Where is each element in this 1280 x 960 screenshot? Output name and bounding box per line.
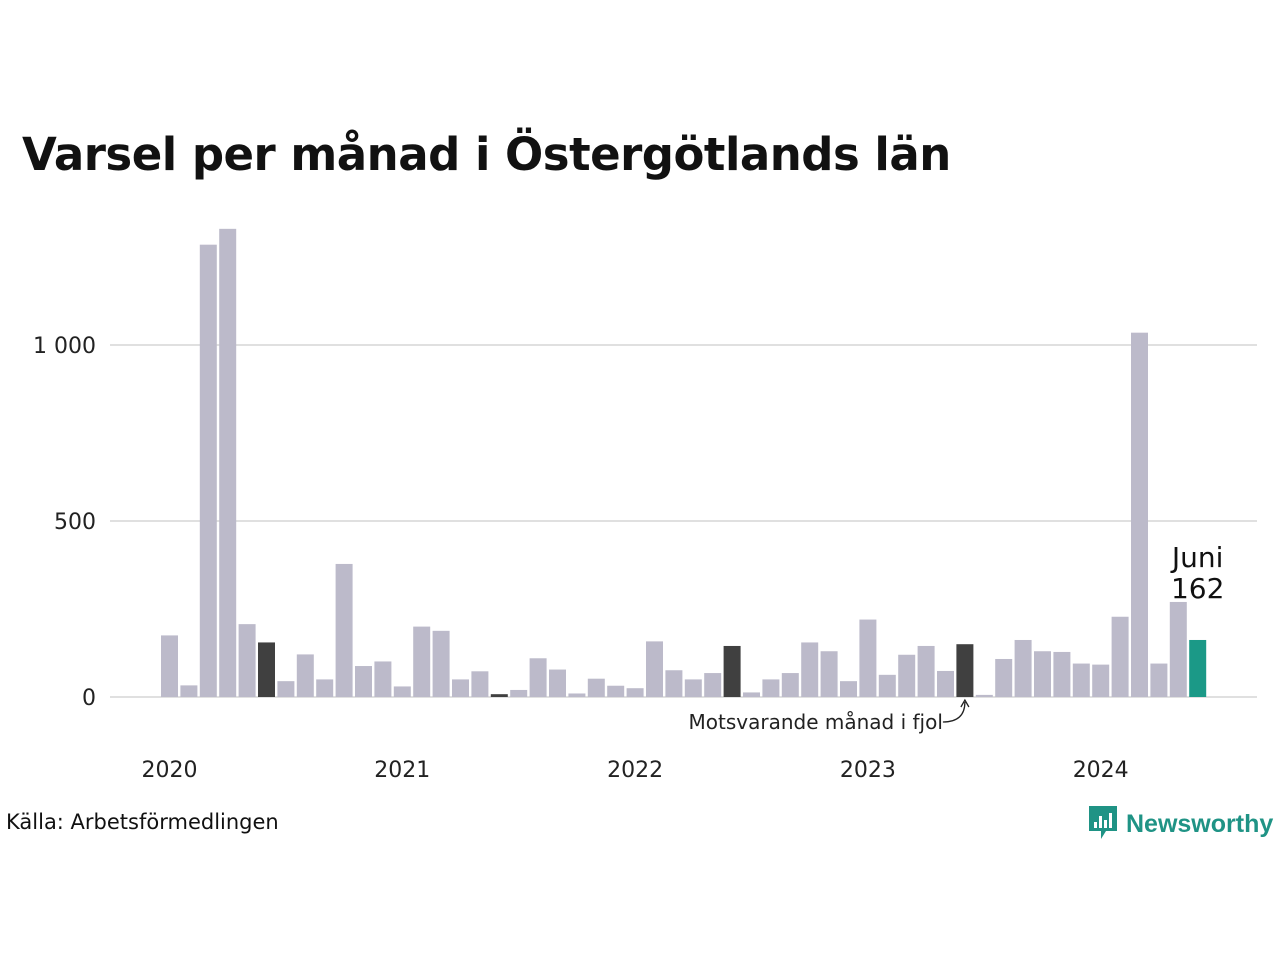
bar [316,679,334,697]
bar [1189,639,1207,697]
brand-name: Newsworthy [1126,809,1274,838]
bar [956,644,974,697]
bar [393,686,411,697]
bar [801,642,819,697]
bar [1169,601,1187,697]
bar [296,654,314,697]
bar [704,673,722,697]
bar [995,658,1013,697]
bar [1034,651,1051,697]
bar [781,673,799,697]
bar [258,642,275,697]
bar [723,645,741,697]
current-month-label: Juni [1170,541,1224,574]
bar [199,244,217,697]
y-tick-label: 1 000 [33,334,96,359]
bar [549,669,566,697]
bar [529,658,547,697]
bar [374,661,392,697]
bar [665,670,683,697]
bar [471,671,489,697]
bar [762,679,780,697]
bar [219,228,237,697]
bar [1111,616,1129,697]
bar [840,681,857,697]
bar [587,678,605,697]
bar [1131,332,1148,697]
bar [335,563,353,697]
bar [607,685,625,697]
y-tick-label: 0 [82,686,96,711]
bar [878,674,896,697]
bar [937,670,954,697]
x-tick-label: 2023 [840,758,896,783]
bar [917,645,935,697]
bar [238,624,256,697]
bar [1092,664,1110,697]
bar [898,654,916,697]
bar [975,694,993,697]
annotation-label: Motsvarande månad i fjol [689,710,943,734]
x-tick-label: 2022 [607,758,663,783]
bar [684,679,702,697]
bar [180,685,198,697]
annotation-arrow [942,701,966,723]
current-value-label: 162 [1171,572,1224,605]
bar [1150,663,1168,697]
bar [413,626,431,697]
bar [1014,639,1032,697]
brand[interactable]: Newsworthy [1088,804,1273,844]
source-note: Källa: Arbetsförmedlingen [6,810,279,834]
bar [1072,663,1090,697]
x-tick-label: 2020 [142,758,198,783]
y-tick-label: 500 [54,510,96,535]
bar [626,688,644,697]
x-tick-label: 2021 [374,758,430,783]
bar [277,681,295,697]
bar [510,689,528,697]
x-tick-label: 2024 [1073,758,1129,783]
bar [859,619,877,697]
bar [161,635,178,697]
bar [820,651,838,697]
bar [568,693,586,697]
bar [355,666,372,697]
bar [646,641,663,697]
newsworthy-logo-icon [1088,804,1118,844]
bar [452,679,469,697]
bar [490,694,508,697]
bar [432,630,450,697]
bar [1053,651,1071,697]
annotation-arrowhead [960,698,970,708]
bar [743,692,760,697]
chart-title: Varsel per månad i Östergötlands län [22,128,951,181]
